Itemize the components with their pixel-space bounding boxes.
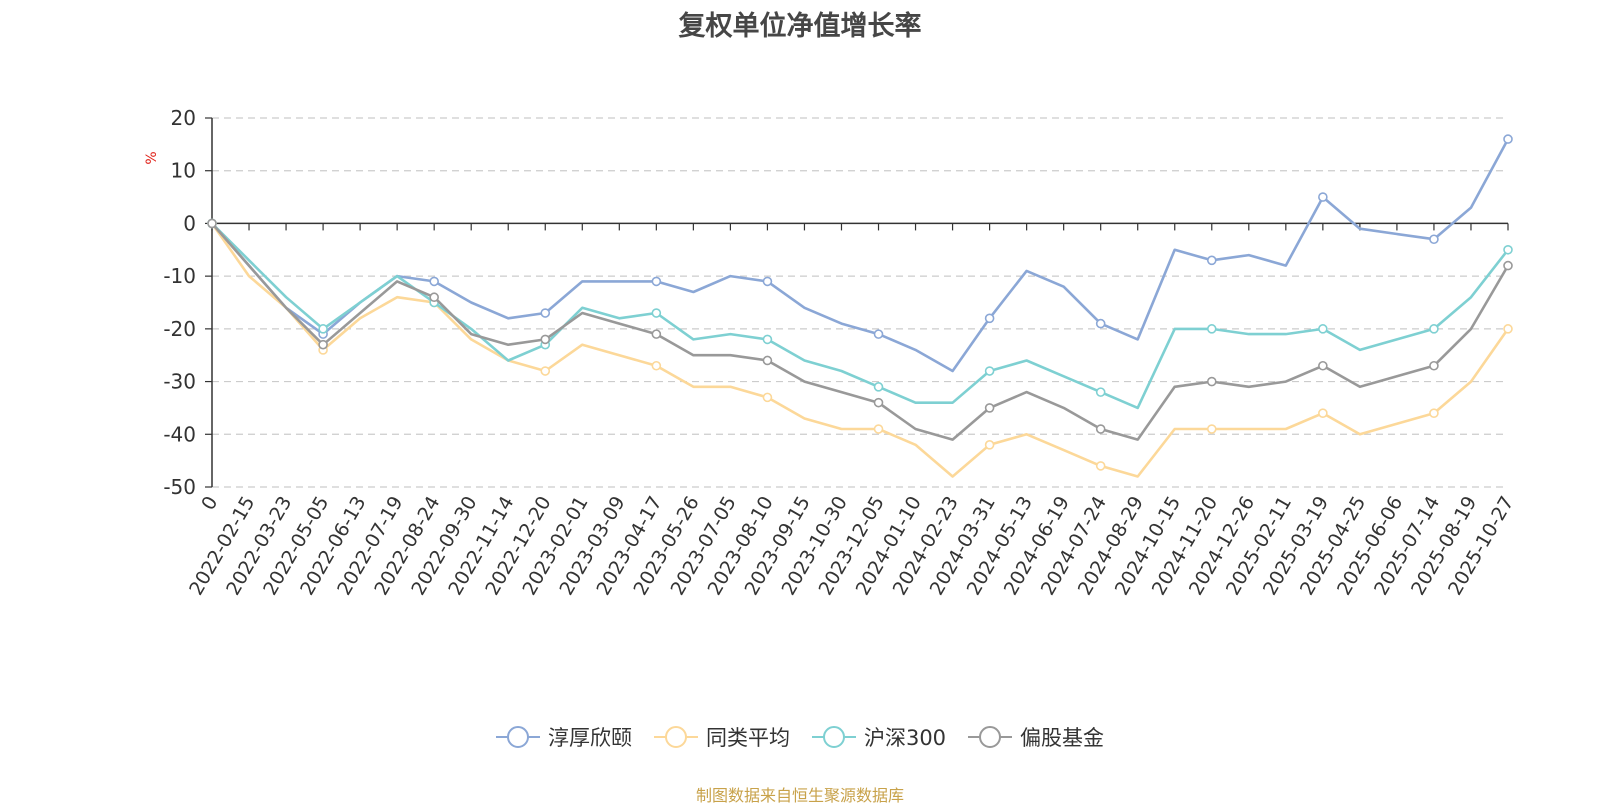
data-point	[1429, 408, 1439, 419]
y-tick-label: 10	[171, 159, 196, 183]
legend-item[interactable]: 偏股基金	[968, 722, 1104, 752]
data-point	[984, 440, 995, 450]
legend-marker-icon	[495, 726, 540, 748]
data-point	[1503, 244, 1513, 255]
data-point	[1503, 260, 1513, 271]
data-point	[1095, 318, 1106, 329]
data-point	[873, 382, 884, 392]
chart-title: 复权单位净值增长率	[678, 11, 922, 42]
source-note: 制图数据来自恒生聚源数据库	[695, 786, 904, 805]
y-tick-label: 20	[171, 106, 196, 130]
data-point	[1503, 324, 1513, 334]
y-tick-label: -40	[163, 422, 196, 446]
data-point	[1095, 387, 1106, 397]
data-point	[540, 334, 551, 345]
series-0	[207, 134, 1513, 373]
data-point	[651, 360, 662, 371]
y-tick-label: -10	[163, 264, 196, 288]
series-2	[207, 218, 1513, 410]
data-point	[1503, 134, 1513, 144]
data-point	[984, 366, 995, 376]
data-point	[1429, 360, 1439, 371]
legend-marker-icon	[811, 726, 856, 748]
data-point	[540, 308, 551, 318]
data-point	[1206, 255, 1217, 266]
axes	[205, 117, 1509, 488]
legend-label: 沪深300	[863, 726, 947, 750]
grid-lines	[212, 117, 1508, 488]
data-point	[873, 424, 884, 434]
legend-label: 淳厚欣颐	[547, 726, 632, 750]
legend-label: 同类平均	[705, 726, 790, 750]
legend-item[interactable]: 同类平均	[653, 722, 790, 752]
data-point	[1318, 324, 1328, 334]
y-tick-label: 0	[183, 211, 196, 235]
data-point	[651, 308, 662, 318]
data-point	[762, 355, 773, 366]
tick-labels: 20100-10-20-30-40-50%02022-02-152022-03-…	[144, 106, 1518, 599]
x-tick-label: 0	[197, 493, 222, 514]
y-axis-label: %	[144, 151, 160, 164]
data-point	[762, 276, 773, 287]
data-point	[1206, 424, 1217, 434]
data-point	[540, 366, 551, 376]
legend-marker-icon	[653, 726, 698, 748]
data-point	[651, 276, 662, 287]
y-tick-label: -20	[163, 317, 196, 341]
y-tick-label: -30	[163, 370, 196, 394]
data-point	[1318, 408, 1328, 419]
data-point	[1206, 324, 1217, 334]
series-1	[207, 218, 1513, 478]
data-point	[651, 329, 662, 339]
data-point	[984, 403, 995, 413]
legend-item[interactable]: 淳厚欣颐	[495, 722, 632, 752]
series-line	[211, 138, 1510, 373]
data-point	[207, 218, 217, 229]
data-point	[984, 313, 995, 324]
legend-item[interactable]: 沪深300	[811, 722, 947, 752]
data-point	[318, 324, 328, 334]
data-point	[429, 276, 439, 287]
y-tick-label: -50	[163, 475, 196, 499]
series-line	[211, 222, 1510, 441]
legend-marker-icon	[968, 726, 1013, 748]
series-lines	[207, 134, 1513, 478]
data-point	[1318, 192, 1328, 202]
data-point	[318, 339, 328, 350]
data-point	[873, 329, 884, 339]
data-point	[1429, 324, 1439, 334]
data-point	[1429, 234, 1439, 245]
data-point	[429, 292, 439, 303]
data-point	[1206, 376, 1217, 387]
data-point	[762, 392, 773, 403]
data-point	[1318, 360, 1328, 371]
data-point	[1095, 461, 1106, 471]
legend-label: 偏股基金	[1020, 726, 1105, 750]
series-3	[207, 218, 1513, 441]
legend: 淳厚欣颐 同类平均 沪深300 偏股基金	[0, 722, 1600, 752]
data-point	[762, 334, 773, 345]
data-point	[1095, 424, 1106, 434]
series-line	[210, 222, 1510, 478]
series-line	[211, 222, 1510, 410]
data-point	[873, 397, 884, 408]
